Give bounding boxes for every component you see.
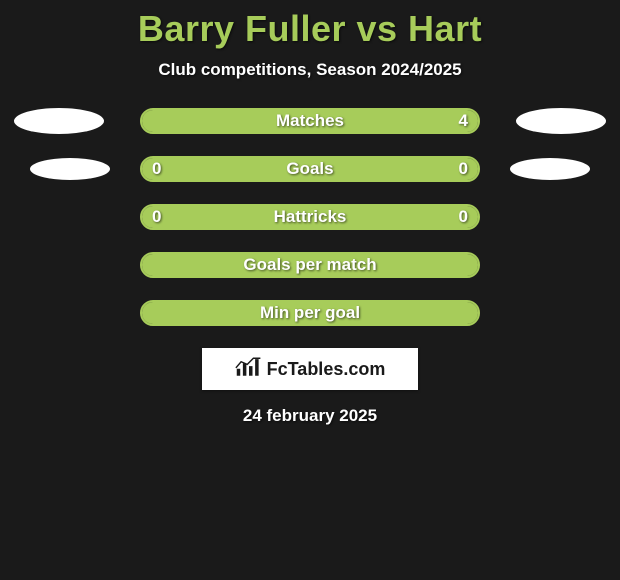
stat-bar: Goals per match xyxy=(140,252,480,278)
comparison-infographic: Barry Fuller vs Hart Club competitions, … xyxy=(0,0,620,580)
stat-bar: Matches 4 xyxy=(140,108,480,134)
player-marker-right xyxy=(516,108,606,134)
stat-bar: 0 Hattricks 0 xyxy=(140,204,480,230)
stat-row: Goals per match xyxy=(0,252,620,278)
stat-label: Goals xyxy=(286,159,333,179)
stat-label: Min per goal xyxy=(260,303,360,323)
stat-label: Hattricks xyxy=(274,207,347,227)
stat-rows: Matches 4 0 Goals 0 0 Hattricks 0 Goals per matc… xyxy=(0,108,620,326)
stat-row: Matches 4 xyxy=(0,108,620,134)
stat-row: 0 Hattricks 0 xyxy=(0,204,620,230)
stat-value-left: 0 xyxy=(152,159,161,179)
stat-row: 0 Goals 0 xyxy=(0,156,620,182)
player-marker-left xyxy=(14,108,104,134)
stat-value-right: 0 xyxy=(459,159,468,179)
stat-label: Goals per match xyxy=(243,255,376,275)
bar-chart-icon xyxy=(235,356,263,383)
page-title: Barry Fuller vs Hart xyxy=(0,8,620,50)
stat-bar: 0 Goals 0 xyxy=(140,156,480,182)
badge-text: FcTables.com xyxy=(267,359,386,380)
stat-value-left: 0 xyxy=(152,207,161,227)
stat-value-right: 0 xyxy=(459,207,468,227)
player-marker-left xyxy=(30,158,110,180)
stat-value-right: 4 xyxy=(459,111,468,131)
player-marker-right xyxy=(510,158,590,180)
stat-label: Matches xyxy=(276,111,344,131)
subtitle: Club competitions, Season 2024/2025 xyxy=(0,60,620,80)
source-badge: FcTables.com xyxy=(202,348,418,390)
date-label: 24 february 2025 xyxy=(0,406,620,426)
stat-bar: Min per goal xyxy=(140,300,480,326)
stat-row: Min per goal xyxy=(0,300,620,326)
